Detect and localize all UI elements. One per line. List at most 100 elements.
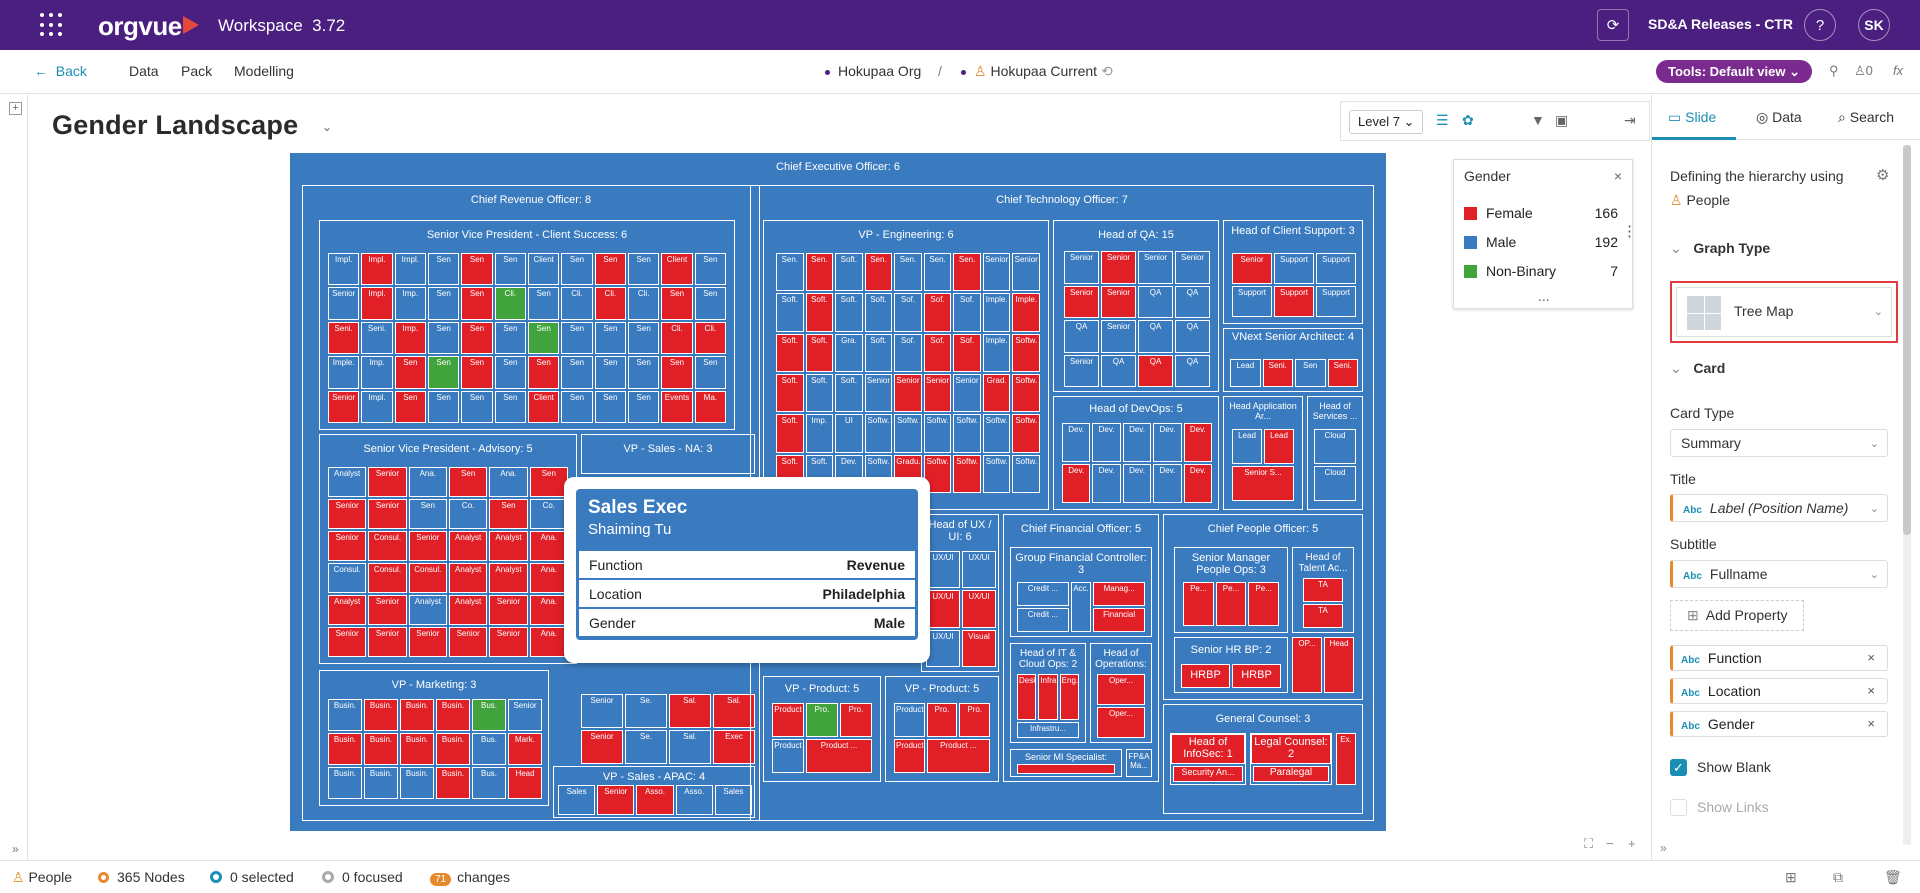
card-section[interactable]: ⌄ Card: [1670, 360, 1726, 376]
tab-slide[interactable]: ▭ Slide: [1668, 109, 1717, 125]
fpa-box[interactable]: FP&A Ma...: [1126, 749, 1152, 777]
svp-cs-box[interactable]: Senior Vice President - Client Success: …: [319, 220, 735, 430]
breadcrumb-current[interactable]: ♙ Hokupaa Current ⟲: [961, 63, 1113, 80]
fx-icon[interactable]: fx: [1893, 63, 1904, 78]
back-button[interactable]: ← Back: [34, 63, 87, 79]
tab-search[interactable]: ⌕ Search: [1838, 109, 1895, 125]
property-gender[interactable]: Abc Gender ×: [1670, 711, 1888, 737]
hrbp-cell[interactable]: HRBP: [1232, 664, 1281, 688]
status-changes[interactable]: 71 changes: [430, 869, 510, 886]
close-icon[interactable]: ×: [1867, 650, 1875, 665]
gender-legend[interactable]: Gender × Female 166 Male 192 Non-Binary 7 .…: [1453, 159, 1633, 309]
hrbp-cell[interactable]: HRBP: [1181, 664, 1230, 688]
palette-icon[interactable]: ✿: [1462, 112, 1474, 128]
add-property-button[interactable]: ⊞ Add Property: [1670, 600, 1805, 631]
vp-apac-box[interactable]: VP - Sales - APAC: 4 Sales Senior Asso. Ass…: [553, 766, 755, 818]
head-ops-box[interactable]: Head of Operations: Oper... Oper...: [1090, 643, 1152, 743]
gear-icon[interactable]: ⚙: [1876, 167, 1890, 184]
pin-icon[interactable]: ⚲: [1829, 63, 1839, 78]
node-card-popup[interactable]: Sales Exec Shaiming Tu Function Revenue L…: [564, 477, 930, 663]
title-select[interactable]: Abc Label (Position Name) ⌄: [1670, 494, 1888, 522]
close-icon[interactable]: ×: [1867, 716, 1875, 731]
head-ux-box[interactable]: Head of UX / UI: 6 UX/UI UX/UI UX/UI UX/UI U…: [921, 514, 999, 672]
svp-adv-box[interactable]: Senior Vice President - Advisory: 5 Anal…: [319, 434, 577, 664]
vp-eng-box[interactable]: VP - Engineering: 6 Sen. Sen. Soft. Sen. Sen…: [763, 220, 1049, 510]
filter-icon[interactable]: ▼: [1531, 112, 1545, 128]
tools-view-dropdown[interactable]: Tools: Default view ⌄: [1656, 60, 1813, 83]
help-icon[interactable]: ?: [1804, 9, 1836, 41]
cro-box[interactable]: Chief Revenue Officer: 8 Senior Vice Pre…: [302, 185, 760, 821]
add-node-icon[interactable]: ⊞: [1785, 869, 1797, 885]
infosec-box[interactable]: Head of InfoSec: 1 Security An...: [1170, 733, 1246, 785]
vp-na-box[interactable]: VP - Sales - NA: 3: [581, 434, 755, 474]
legend-item-nonbinary[interactable]: Non-Binary 7: [1464, 262, 1624, 282]
graph-type-select[interactable]: Tree Map ⌄: [1670, 281, 1898, 343]
head-cs-box[interactable]: Head of Client Support: 3 Senior Support S…: [1223, 220, 1363, 324]
subtitle-select[interactable]: Abc Fullname ⌄: [1670, 560, 1888, 588]
zoom-out-icon[interactable]: −: [1606, 836, 1614, 851]
status-focused[interactable]: 0 focused: [322, 869, 403, 885]
page-title[interactable]: Gender Landscape: [52, 110, 299, 140]
gfc-box[interactable]: Group Financial Controller: 3 Credit ...…: [1010, 547, 1152, 637]
close-icon[interactable]: ×: [1867, 683, 1875, 698]
legend-item-female[interactable]: Female 166: [1464, 204, 1624, 224]
infosec-cell[interactable]: Head of InfoSec: 1: [1171, 734, 1245, 764]
head-devops-box[interactable]: Head of DevOps: 5 Dev. Dev. Dev. Dev. Dev. D…: [1053, 396, 1219, 510]
status-selected[interactable]: 0 selected: [210, 869, 294, 885]
user-avatar[interactable]: SK: [1858, 9, 1890, 41]
sync-icon[interactable]: ⟲: [1100, 63, 1113, 79]
graph-type-section[interactable]: ⌄ Graph Type: [1670, 240, 1771, 256]
show-blank-checkbox[interactable]: ✓: [1670, 759, 1687, 776]
head-it-box[interactable]: Head of IT & Cloud Ops: 2 Desk.Infra.Eng…: [1010, 643, 1086, 743]
hrbp-box[interactable]: Senior HR BP: 2 HRBP HRBP: [1174, 637, 1288, 693]
legal-cell[interactable]: Legal Counsel: 2: [1251, 734, 1331, 764]
vp-mkt-box[interactable]: VP - Marketing: 3 Busin. Busin. Busin. Busi…: [319, 670, 549, 806]
hierarchy-value[interactable]: ♙ People: [1670, 192, 1731, 208]
head-svc-box[interactable]: Head of Services ... Cloud Cloud: [1307, 396, 1363, 510]
expand-icon[interactable]: »: [12, 842, 19, 856]
nav-modelling[interactable]: Modelling: [234, 63, 294, 79]
cfo-box[interactable]: Chief Financial Officer: 5 Group Financi…: [1003, 514, 1159, 782]
cpo-box[interactable]: Chief People Officer: 5 Senior Manager P…: [1163, 514, 1363, 700]
property-location[interactable]: Abc Location ×: [1670, 678, 1888, 704]
chevron-down-icon[interactable]: ⌄: [322, 120, 333, 134]
exec-asst-cell[interactable]: Ex.: [1336, 733, 1356, 785]
panel-scrollbar[interactable]: [1903, 145, 1911, 845]
vp-prod2-box[interactable]: VP - Product: 5 Product Pro. Pro. Product P…: [885, 676, 999, 782]
property-function[interactable]: Abc Function ×: [1670, 645, 1888, 671]
zoom-in-icon[interactable]: +: [1628, 836, 1636, 851]
status-people[interactable]: ♙ People: [12, 869, 73, 885]
apps-grid-icon[interactable]: [40, 13, 64, 37]
status-nodes[interactable]: 365 Nodes: [98, 869, 185, 885]
level-select[interactable]: Level 7 ⌄: [1349, 110, 1424, 134]
tab-data[interactable]: ◎ Data: [1756, 109, 1802, 125]
legend-item-male[interactable]: Male 192: [1464, 233, 1624, 253]
list-icon[interactable]: ☰: [1436, 112, 1449, 128]
mi-box[interactable]: Senior MI Specialist:: [1010, 749, 1122, 777]
show-links-checkbox[interactable]: [1670, 799, 1687, 816]
security-cell[interactable]: Security An...: [1173, 766, 1243, 782]
copy-icon[interactable]: ⧉: [1833, 869, 1843, 885]
people-count[interactable]: ♙0: [1854, 63, 1873, 78]
nav-data[interactable]: Data: [129, 63, 159, 79]
paralegal-cell[interactable]: Paralegal: [1253, 766, 1329, 782]
card-type-select[interactable]: Summary ⌄: [1670, 429, 1888, 457]
add-icon[interactable]: +: [9, 102, 22, 115]
head-ta-box[interactable]: Head of Talent Ac... TA TA: [1292, 547, 1354, 633]
cto-box[interactable]: Chief Technology Officer: 7 VP - Enginee…: [750, 185, 1374, 821]
smpo-box[interactable]: Senior Manager People Ops: 3 Pe... Pe... P…: [1174, 547, 1288, 633]
head-app-box[interactable]: Head Application Ar... Lead Lead Senior S.…: [1223, 396, 1303, 510]
fullscreen-icon[interactable]: ⛶: [1584, 836, 1594, 851]
treemap-canvas[interactable]: Chief Executive Officer: 6 Chief Revenue…: [290, 153, 1386, 831]
legend-more[interactable]: ...: [1538, 288, 1550, 304]
export-icon[interactable]: ⇥: [1624, 112, 1636, 128]
vnext-box[interactable]: VNext Senior Architect: 4 Lead Seni. Sen Se…: [1223, 328, 1363, 392]
close-icon[interactable]: ×: [1613, 168, 1622, 184]
layers-icon[interactable]: ▣: [1555, 112, 1569, 128]
vp-prod1-box[interactable]: VP - Product: 5 Product Pro. Pro. Product P…: [763, 676, 881, 782]
head-qa-box[interactable]: Head of QA: 15 Senior Senior Senior Senior …: [1053, 220, 1219, 392]
legal-box[interactable]: Legal Counsel: 2 Paralegal: [1250, 733, 1332, 785]
refresh-icon[interactable]: ⟳: [1597, 9, 1629, 41]
collapse-icon[interactable]: »: [1660, 841, 1667, 855]
delete-icon[interactable]: 🗑: [1884, 869, 1902, 885]
